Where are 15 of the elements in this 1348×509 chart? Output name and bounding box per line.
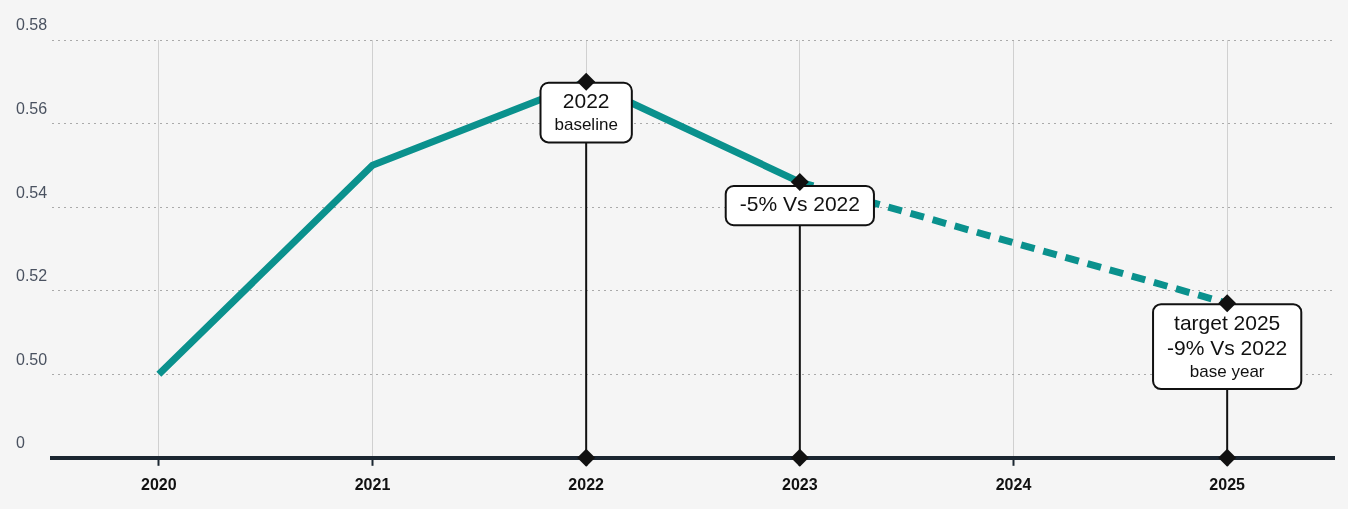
annotation: 2022 baseline [554,89,618,134]
x-tick-label: 2024 [995,475,1032,493]
annotation: -5% Vs 2022 [739,192,860,216]
y-tick-label: 0.50 [16,350,48,368]
x-tick-label: 2023 [782,475,818,493]
y-tick-label: 0.52 [16,267,48,285]
x-tick-label: 2022 [568,475,605,493]
annotation: target 2025 -9% Vs 2022 base year [1167,310,1288,381]
y-tick-label: 0 [16,434,25,452]
x-tick-label: 2020 [141,475,177,493]
x-tick-label: 2025 [1209,475,1246,493]
y-tick-label: 0.54 [16,183,48,201]
y-tick-label: 0.56 [16,99,48,117]
y-tick-label: 0.58 [16,16,48,34]
x-tick-label: 2021 [354,475,391,493]
